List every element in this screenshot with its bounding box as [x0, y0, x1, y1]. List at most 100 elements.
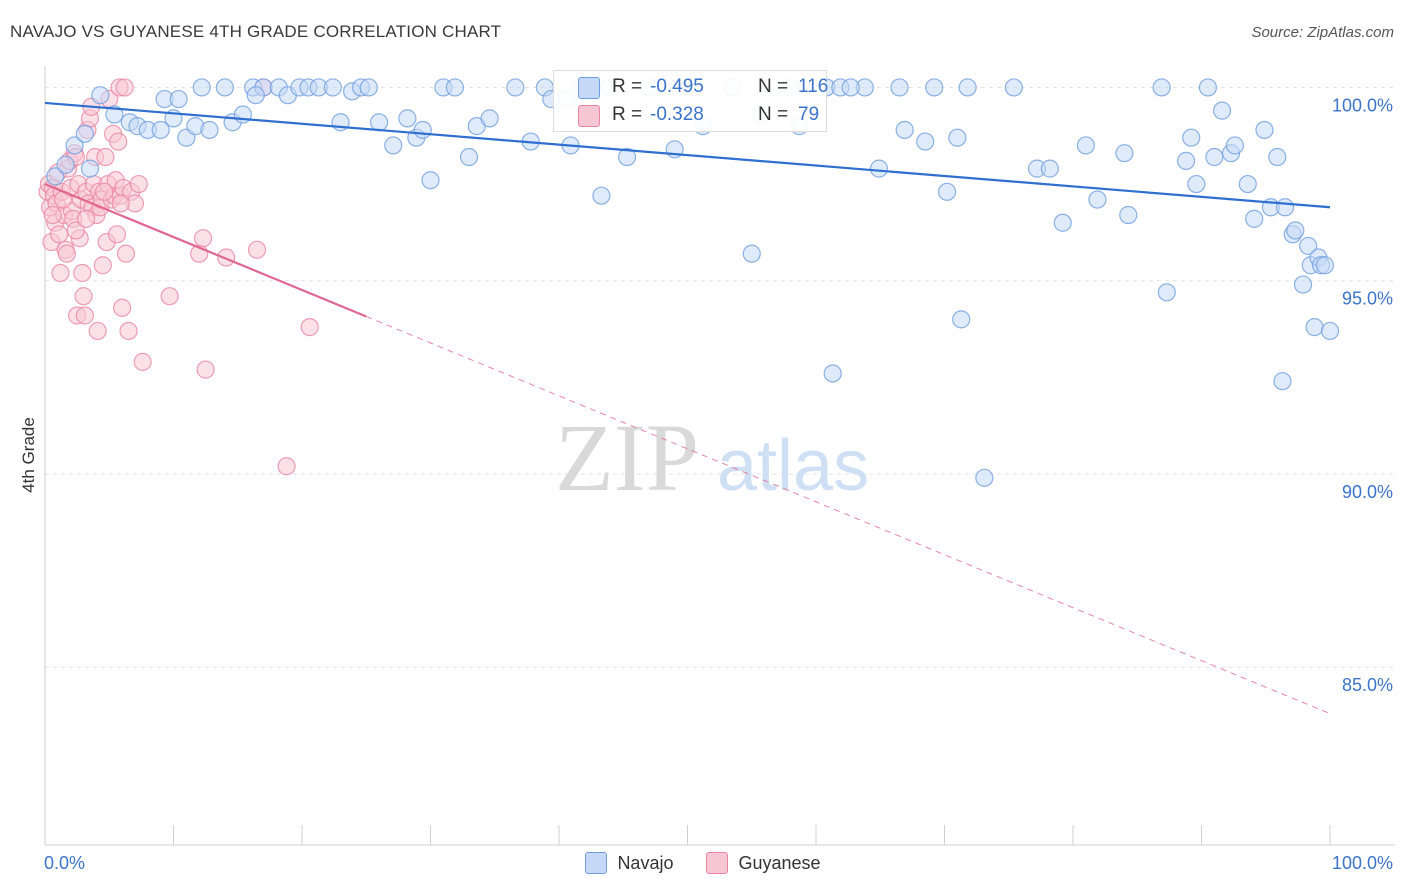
- guyanese-point: [300, 317, 319, 337]
- tick-labels: 100.0% 95.0% 90.0% 85.0% 0.0% 100.0%: [44, 95, 1393, 873]
- source-label: Source: ZipAtlas.com: [1251, 24, 1394, 41]
- navajo-point: [916, 132, 935, 151]
- legend-item-guyanese[interactable]: Guyanese: [706, 852, 821, 874]
- navajo-point: [742, 244, 761, 263]
- guyanese-point: [247, 240, 267, 259]
- guyanese-point: [133, 352, 152, 371]
- navajo-point: [1182, 128, 1201, 147]
- navajo-point: [1198, 78, 1218, 97]
- navajo-point: [925, 78, 944, 97]
- navajo-point: [151, 120, 170, 140]
- guyanese-point: [93, 256, 112, 275]
- grid-lines: [45, 86, 1395, 668]
- stats-box: R = -0.495 N = 116 R = -0.328 N = 79: [553, 70, 829, 132]
- y-tick-label: 85.0%: [1342, 675, 1393, 695]
- guyanese-point: [77, 209, 96, 228]
- navajo-point: [952, 310, 971, 329]
- guyanese-point: [107, 225, 127, 244]
- navajo-point: [75, 124, 94, 143]
- navajo-point: [413, 120, 432, 140]
- navajo-point: [215, 78, 234, 97]
- legend-label-navajo: Navajo: [617, 852, 674, 873]
- navajo-point: [1286, 221, 1305, 240]
- legend: Navajo Guyanese: [0, 852, 1406, 879]
- guyanese-point: [116, 244, 136, 263]
- navajo-point: [1273, 372, 1292, 391]
- navajo-point: [56, 155, 75, 174]
- navajo-point: [869, 159, 889, 178]
- navajo-point: [1305, 317, 1324, 337]
- navajo-point: [1076, 136, 1095, 155]
- guyanese-point: [129, 174, 148, 194]
- navajo-point: [1157, 283, 1176, 302]
- navajo-point: [1119, 205, 1138, 225]
- navajo-point: [1115, 144, 1134, 163]
- navajo-r-value: -0.495: [650, 76, 704, 97]
- navajo-point: [80, 159, 100, 178]
- navajo-point: [91, 86, 110, 105]
- guyanese-point: [109, 132, 128, 151]
- y-tick-label: 90.0%: [1342, 482, 1393, 502]
- navajo-point: [480, 109, 499, 128]
- navajo-point: [323, 78, 342, 97]
- navajo-point: [46, 167, 65, 186]
- guyanese-point: [196, 360, 215, 379]
- watermark-atlas: atlas: [717, 426, 869, 506]
- trend-lines: [44, 101, 1331, 715]
- navajo-trend-line: [44, 101, 1331, 209]
- navajo-point: [169, 89, 188, 109]
- guyanese-point: [119, 321, 138, 341]
- navajo-point: [1275, 198, 1295, 217]
- guyanese-trend-extension: [366, 315, 1331, 715]
- y-axis-label: 4th Grade: [19, 417, 38, 493]
- guyanese-point: [74, 287, 93, 306]
- guyanese-point: [43, 205, 62, 225]
- navajo-point: [370, 113, 389, 132]
- navajo-point: [506, 78, 525, 97]
- guyanese-r-value: -0.328: [650, 104, 704, 125]
- navajo-n-value: 116: [798, 76, 829, 97]
- guyanese-point: [88, 321, 107, 341]
- navajo-point: [200, 120, 219, 140]
- guyanese-stat-swatch: [578, 105, 600, 127]
- navajo-legend-swatch: [585, 852, 608, 874]
- navajo-point: [445, 78, 465, 97]
- guyanese-legend-swatch: [706, 852, 729, 874]
- navajo-point: [1238, 174, 1257, 194]
- guyanese-point: [111, 194, 130, 213]
- navajo-point: [592, 186, 611, 205]
- guyanese-point: [277, 457, 296, 476]
- navajo-point: [841, 78, 860, 97]
- chart-title: NAVAJO VS GUYANESE 4TH GRADE CORRELATION…: [10, 22, 502, 41]
- navajo-point: [1152, 78, 1171, 97]
- navajo-point: [1299, 236, 1318, 256]
- navajo-point: [975, 468, 994, 487]
- navajo-point: [246, 86, 265, 105]
- legend-label-guyanese: Guyanese: [738, 852, 821, 873]
- navajo-point: [823, 364, 842, 383]
- guyanese-point: [217, 248, 236, 267]
- navajo-point: [1004, 78, 1023, 97]
- navajo-point: [958, 78, 977, 97]
- legend-item-navajo[interactable]: Navajo: [585, 852, 673, 874]
- guyanese-point: [50, 225, 69, 244]
- navajo-point: [890, 78, 909, 97]
- navajo-point: [618, 147, 637, 167]
- guyanese-point: [112, 298, 132, 317]
- navajo-point: [895, 120, 914, 140]
- guyanese-point: [115, 78, 134, 97]
- y-tick-label: 95.0%: [1342, 289, 1393, 309]
- navajo-point: [1320, 321, 1340, 341]
- navajo-point: [1225, 136, 1245, 155]
- guyanese-point: [66, 221, 85, 240]
- y-tick-label: 100.0%: [1332, 95, 1393, 115]
- navajo-point: [359, 78, 378, 97]
- navajo-point: [398, 109, 417, 128]
- navajo-point: [1040, 159, 1059, 178]
- navajo-point: [1187, 174, 1206, 194]
- x-tick-label: 100.0%: [1332, 853, 1393, 873]
- navajo-point: [1212, 101, 1232, 120]
- navajo-point: [192, 78, 211, 97]
- guyanese-point: [57, 244, 76, 263]
